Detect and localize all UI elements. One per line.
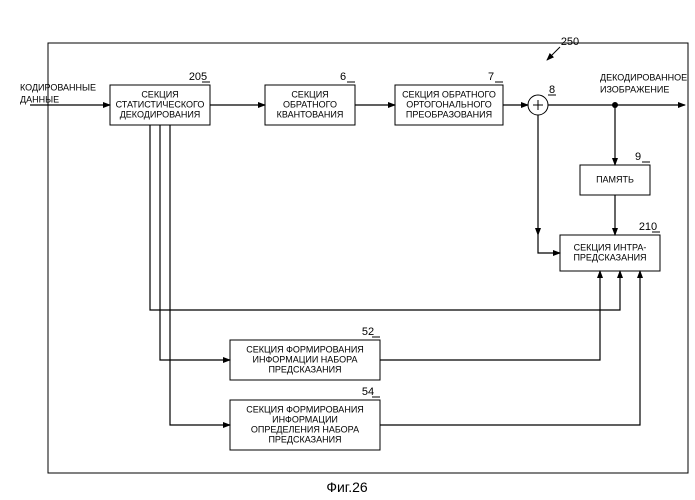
box-b6-line1: ОБРАТНОГО — [283, 99, 337, 109]
diagram-canvas: КОДИРОВАННЫЕ ДАННЫЕ ДЕКОДИРОВАННОЕ ИЗОБРАЖЕ… — [0, 0, 695, 500]
input-label-l1: КОДИРОВАННЫЕ — [20, 82, 96, 92]
box-b205-line1: СТАТИСТИЧЕСКОГО — [116, 99, 205, 109]
ref-b52: 52 — [362, 326, 374, 338]
box-b52-line0: СЕКЦИЯ ФОРМИРОВАНИЯ — [246, 344, 364, 354]
arrow-7 — [538, 235, 560, 253]
global-ref-arrow — [547, 47, 560, 60]
box-b205-line2: ДЕКОДИРОВАНИЯ — [120, 109, 201, 119]
box-b54-line0: СЕКЦИЯ ФОРМИРОВАНИЯ — [246, 404, 364, 414]
ref-b205: 205 — [189, 71, 207, 83]
ref-b54: 54 — [362, 386, 374, 398]
box-b52-line2: ПРЕДСКАЗАНИЯ — [268, 364, 341, 374]
box-b205-line0: СЕКЦИЯ — [141, 89, 178, 99]
box-b54-line2: ОПРЕДЕЛЕНИЯ НАБОРА — [251, 424, 359, 434]
ref-b7: 7 — [488, 71, 494, 83]
ref-b210: 210 — [639, 221, 657, 233]
box-b210-line1: ПРЕДСКАЗАНИЯ — [573, 252, 646, 262]
box-b7-line2: ПРЕОБРАЗОВАНИЯ — [406, 109, 492, 119]
box-b210-line0: СЕКЦИЯ ИНТРА- — [574, 242, 647, 252]
arrow-13 — [380, 271, 640, 425]
arrow-11 — [170, 125, 230, 425]
ref-b6: 6 — [340, 71, 346, 83]
output-label-l2: ИЗОБРАЖЕНИЕ — [600, 84, 669, 94]
figure-caption: Фиг.26 — [326, 479, 368, 495]
box-b6-line2: КВАНТОВАНИЯ — [277, 109, 344, 119]
arrow-9 — [150, 125, 620, 310]
box-b52-line1: ИНФОРМАЦИИ НАБОРА — [252, 354, 357, 364]
global-ref: 250 — [561, 36, 579, 48]
output-label-l1: ДЕКОДИРОВАННОЕ — [600, 72, 687, 82]
box-b9-line0: ПАМЯТЬ — [596, 174, 634, 184]
adder-ref: 8 — [549, 84, 555, 96]
box-b54-line3: ПРЕДСКАЗАНИЯ — [268, 434, 341, 444]
box-b7-line0: СЕКЦИЯ ОБРАТНОГО — [402, 89, 496, 99]
box-b6-line0: СЕКЦИЯ — [291, 89, 328, 99]
ref-b9: 9 — [635, 151, 641, 163]
box-b7-line1: ОРТОГОНАЛЬНОГО — [406, 99, 491, 109]
arrow-12 — [380, 271, 600, 360]
input-label-l2: ДАННЫЕ — [20, 94, 59, 104]
box-b54-line1: ИНФОРМАЦИИ — [272, 414, 338, 424]
